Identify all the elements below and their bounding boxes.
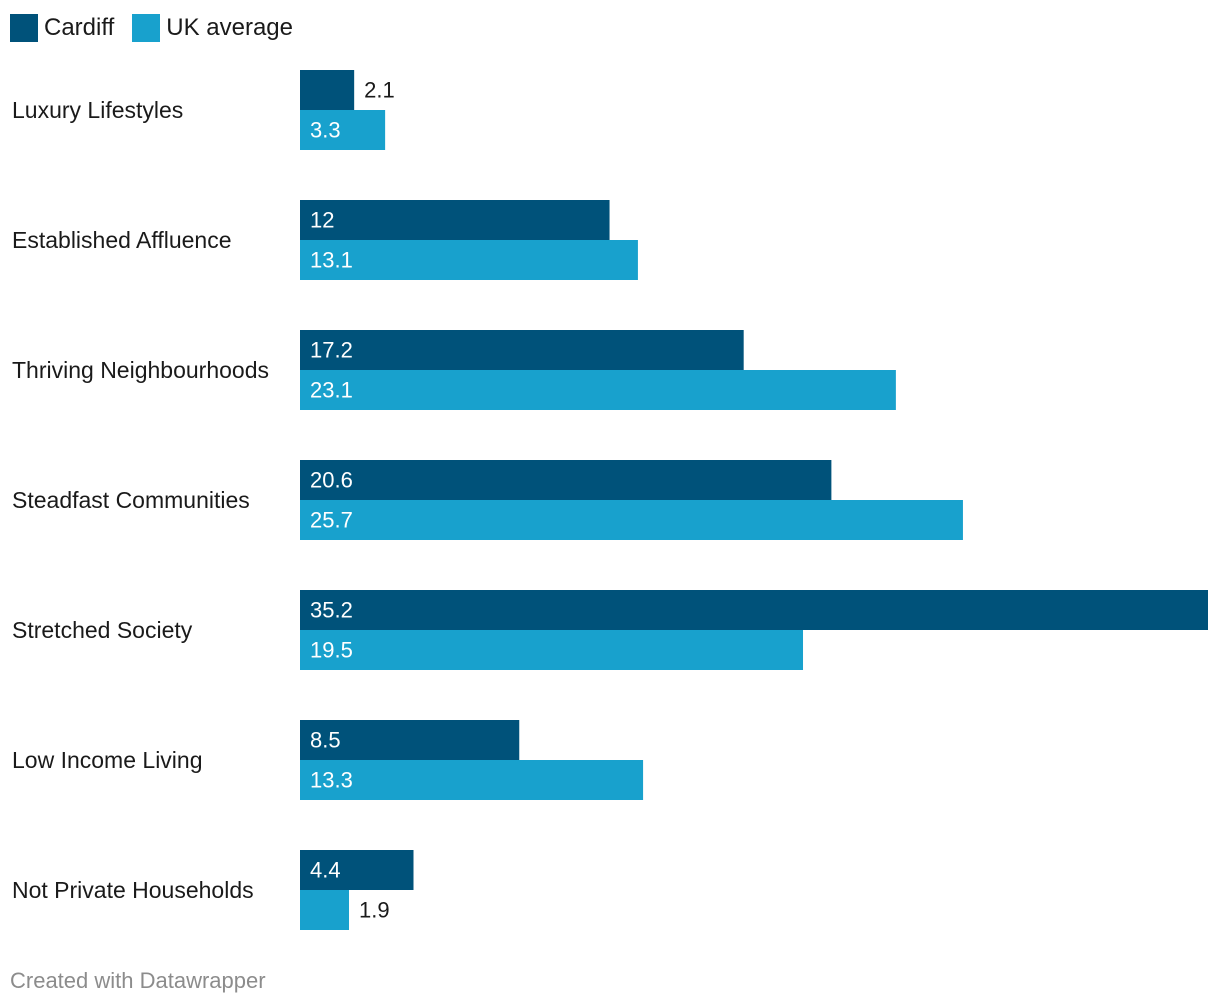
legend-item-uk-average: UK average [132, 14, 293, 42]
value-label-uk-average-low-income-living: 13.3 [310, 768, 353, 793]
bar-uk-average-not-private-households [300, 890, 350, 930]
bar-cardiff-low-income-living [300, 720, 520, 760]
category-label-stretched-society: Stretched Society [12, 617, 193, 643]
legend-label-uk-average: UK average [166, 14, 294, 41]
category-label-steadfast-communities: Steadfast Communities [12, 487, 250, 513]
value-label-uk-average-stretched-society: 19.5 [310, 638, 353, 663]
value-label-cardiff-not-private-households: 4.4 [310, 858, 341, 883]
value-label-cardiff-stretched-society: 35.2 [310, 598, 353, 623]
bar-cardiff-luxury-lifestyles [300, 70, 355, 110]
bar-cardiff-established-affluence [300, 200, 610, 240]
legend-swatch-cardiff [10, 14, 38, 42]
value-label-uk-average-luxury-lifestyles: 3.3 [310, 118, 341, 143]
bar-cardiff-thriving-neighbourhoods [300, 330, 744, 370]
value-label-uk-average-steadfast-communities: 25.7 [310, 508, 353, 533]
bar-cardiff-stretched-society [300, 590, 1208, 630]
value-label-uk-average-thriving-neighbourhoods: 23.1 [310, 378, 353, 403]
value-label-cardiff-steadfast-communities: 20.6 [310, 468, 353, 493]
value-label-cardiff-thriving-neighbourhoods: 17.2 [310, 338, 353, 363]
value-label-cardiff-established-affluence: 12 [310, 208, 334, 233]
category-label-thriving-neighbourhoods: Thriving Neighbourhoods [12, 357, 269, 383]
bar-uk-average-established-affluence [300, 240, 638, 280]
category-label-low-income-living: Low Income Living [12, 747, 203, 773]
legend: Cardiff UK average [10, 14, 311, 42]
legend-item-cardiff: Cardiff [10, 14, 114, 42]
bar-uk-average-stretched-society [300, 630, 804, 670]
category-label-established-affluence: Established Affluence [12, 227, 232, 253]
bar-cardiff-not-private-households [300, 850, 414, 890]
value-label-cardiff-luxury-lifestyles: 2.1 [364, 78, 395, 103]
legend-label-cardiff: Cardiff [44, 14, 115, 41]
bar-uk-average-steadfast-communities [300, 500, 963, 540]
bar-uk-average-low-income-living [300, 760, 644, 800]
value-label-cardiff-low-income-living: 8.5 [310, 728, 341, 753]
value-label-uk-average-not-private-households: 1.9 [359, 898, 390, 923]
category-label-luxury-lifestyles: Luxury Lifestyles [12, 97, 183, 123]
bar-uk-average-thriving-neighbourhoods [300, 370, 896, 410]
datawrapper-credit[interactable]: Created with Datawrapper [10, 968, 266, 993]
bar-uk-average-luxury-lifestyles [300, 110, 386, 150]
bar-cardiff-steadfast-communities [300, 460, 832, 500]
category-label-not-private-households: Not Private Households [12, 877, 254, 903]
legend-swatch-uk-average [132, 14, 161, 42]
value-label-uk-average-established-affluence: 13.1 [310, 248, 353, 273]
